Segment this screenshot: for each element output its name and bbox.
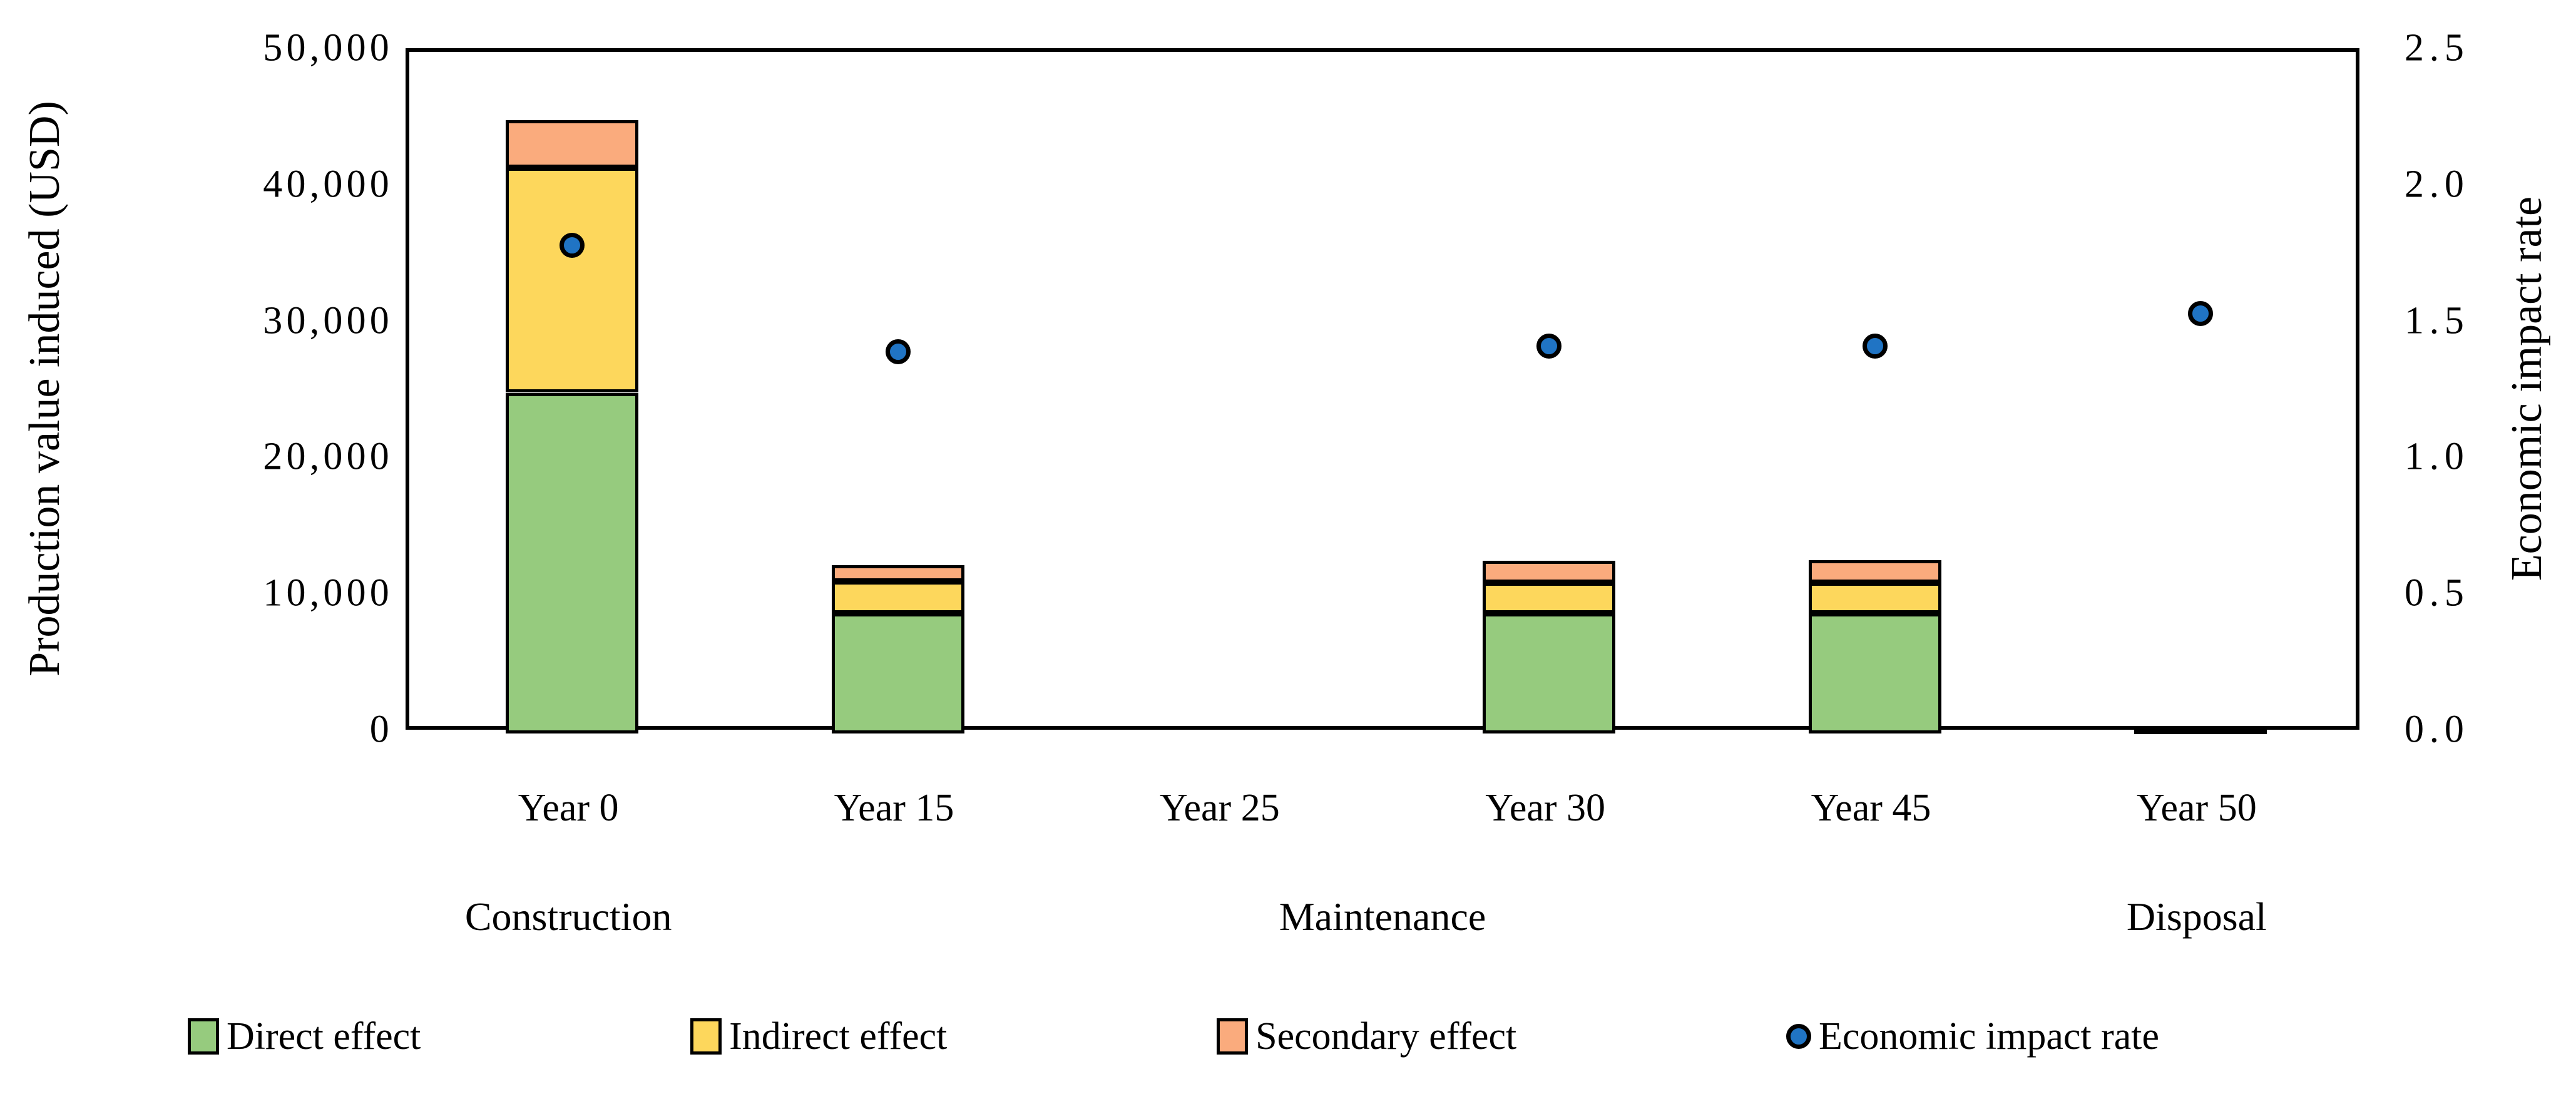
plot-area [406,48,2359,735]
scatter-point-year-30 [1536,334,1562,359]
legend-item-economic-impact-rate: Economic impact rate [1786,1014,2159,1059]
bar-segment-direct-effect-year-15 [831,613,964,733]
legend-square-marker-icon [188,1018,219,1055]
y-right-tick-label: 2.5 [2405,26,2470,69]
bar-segment-secondary-effect-year-0 [506,120,639,168]
y-right-tick-label: 0.0 [2405,708,2470,751]
scatter-point-year-15 [885,339,911,365]
scatter-point-year-50 [2187,301,2213,327]
y-right-tick-label: 0.5 [2405,571,2470,615]
legend-square-marker-icon [690,1018,722,1055]
y-left-tick-label: 40,000 [263,163,393,206]
legend-label: Economic impact rate [1819,1014,2159,1058]
bar-segment-direct-effect-year-30 [1483,613,1616,733]
y-left-tick-label: 30,000 [263,299,393,342]
y-left-tick-label: 20,000 [263,435,393,478]
phase-label-maintenance: Maintenance [1279,894,1486,939]
phase-label-disposal: Disposal [2126,894,2267,939]
bar-segment-indirect-effect-year-45 [1808,583,1941,614]
bar-segment-secondary-effect-year-50 [2134,728,2267,735]
x-tick-label-year-50: Year 50 [2136,787,2257,829]
bars-layer [409,52,2356,735]
dots-layer [409,52,2356,726]
x-tick-label-year-25: Year 25 [1159,787,1280,829]
scatter-point-year-0 [560,233,585,258]
bar-segment-indirect-effect-year-30 [1483,583,1616,614]
bar-segment-indirect-effect-year-15 [831,581,964,614]
legend-item-secondary-effect: Secondary effect [1217,1014,1516,1059]
bar-segment-secondary-effect-year-15 [831,565,964,582]
x-tick-label-year-15: Year 15 [834,787,954,829]
legend-label: Direct effect [227,1014,421,1058]
legend-item-direct-effect: Direct effect [188,1014,421,1059]
legend-circle-marker-icon [1786,1024,1812,1049]
y-left-tick-label: 0 [369,708,393,751]
x-tick-label-year-0: Year 0 [518,787,619,829]
x-tick-label-year-30: Year 30 [1485,787,1606,829]
bar-segment-indirect-effect-year-0 [506,168,639,393]
bar-segment-secondary-effect-year-45 [1808,560,1941,583]
bar-segment-direct-effect-year-45 [1808,613,1941,733]
y-left-tick-label: 50,000 [263,26,393,69]
legend-label: Secondary effect [1255,1014,1517,1058]
y-right-tick-label: 1.0 [2405,435,2470,478]
bar-segment-secondary-effect-year-30 [1483,561,1616,583]
legend-item-indirect-effect: Indirect effect [690,1014,947,1059]
phase-label-construction: Construction [464,894,672,939]
y-right-tick-label: 2.0 [2405,163,2470,206]
scatter-point-year-45 [1862,334,1888,359]
y-axis-title-right: Economic impact rate [2503,196,2551,581]
bar-segment-direct-effect-year-0 [506,392,639,733]
y-axis-title-left: Production value induced (USD) [21,101,69,677]
legend: Direct effect Indirect effect Secondary ef… [188,1006,2159,1066]
legend-label: Indirect effect [729,1014,948,1058]
y-right-tick-label: 1.5 [2405,299,2470,342]
x-tick-label-year-45: Year 45 [1811,787,1931,829]
legend-square-marker-icon [1217,1018,1249,1055]
y-left-tick-label: 10,000 [263,571,393,615]
